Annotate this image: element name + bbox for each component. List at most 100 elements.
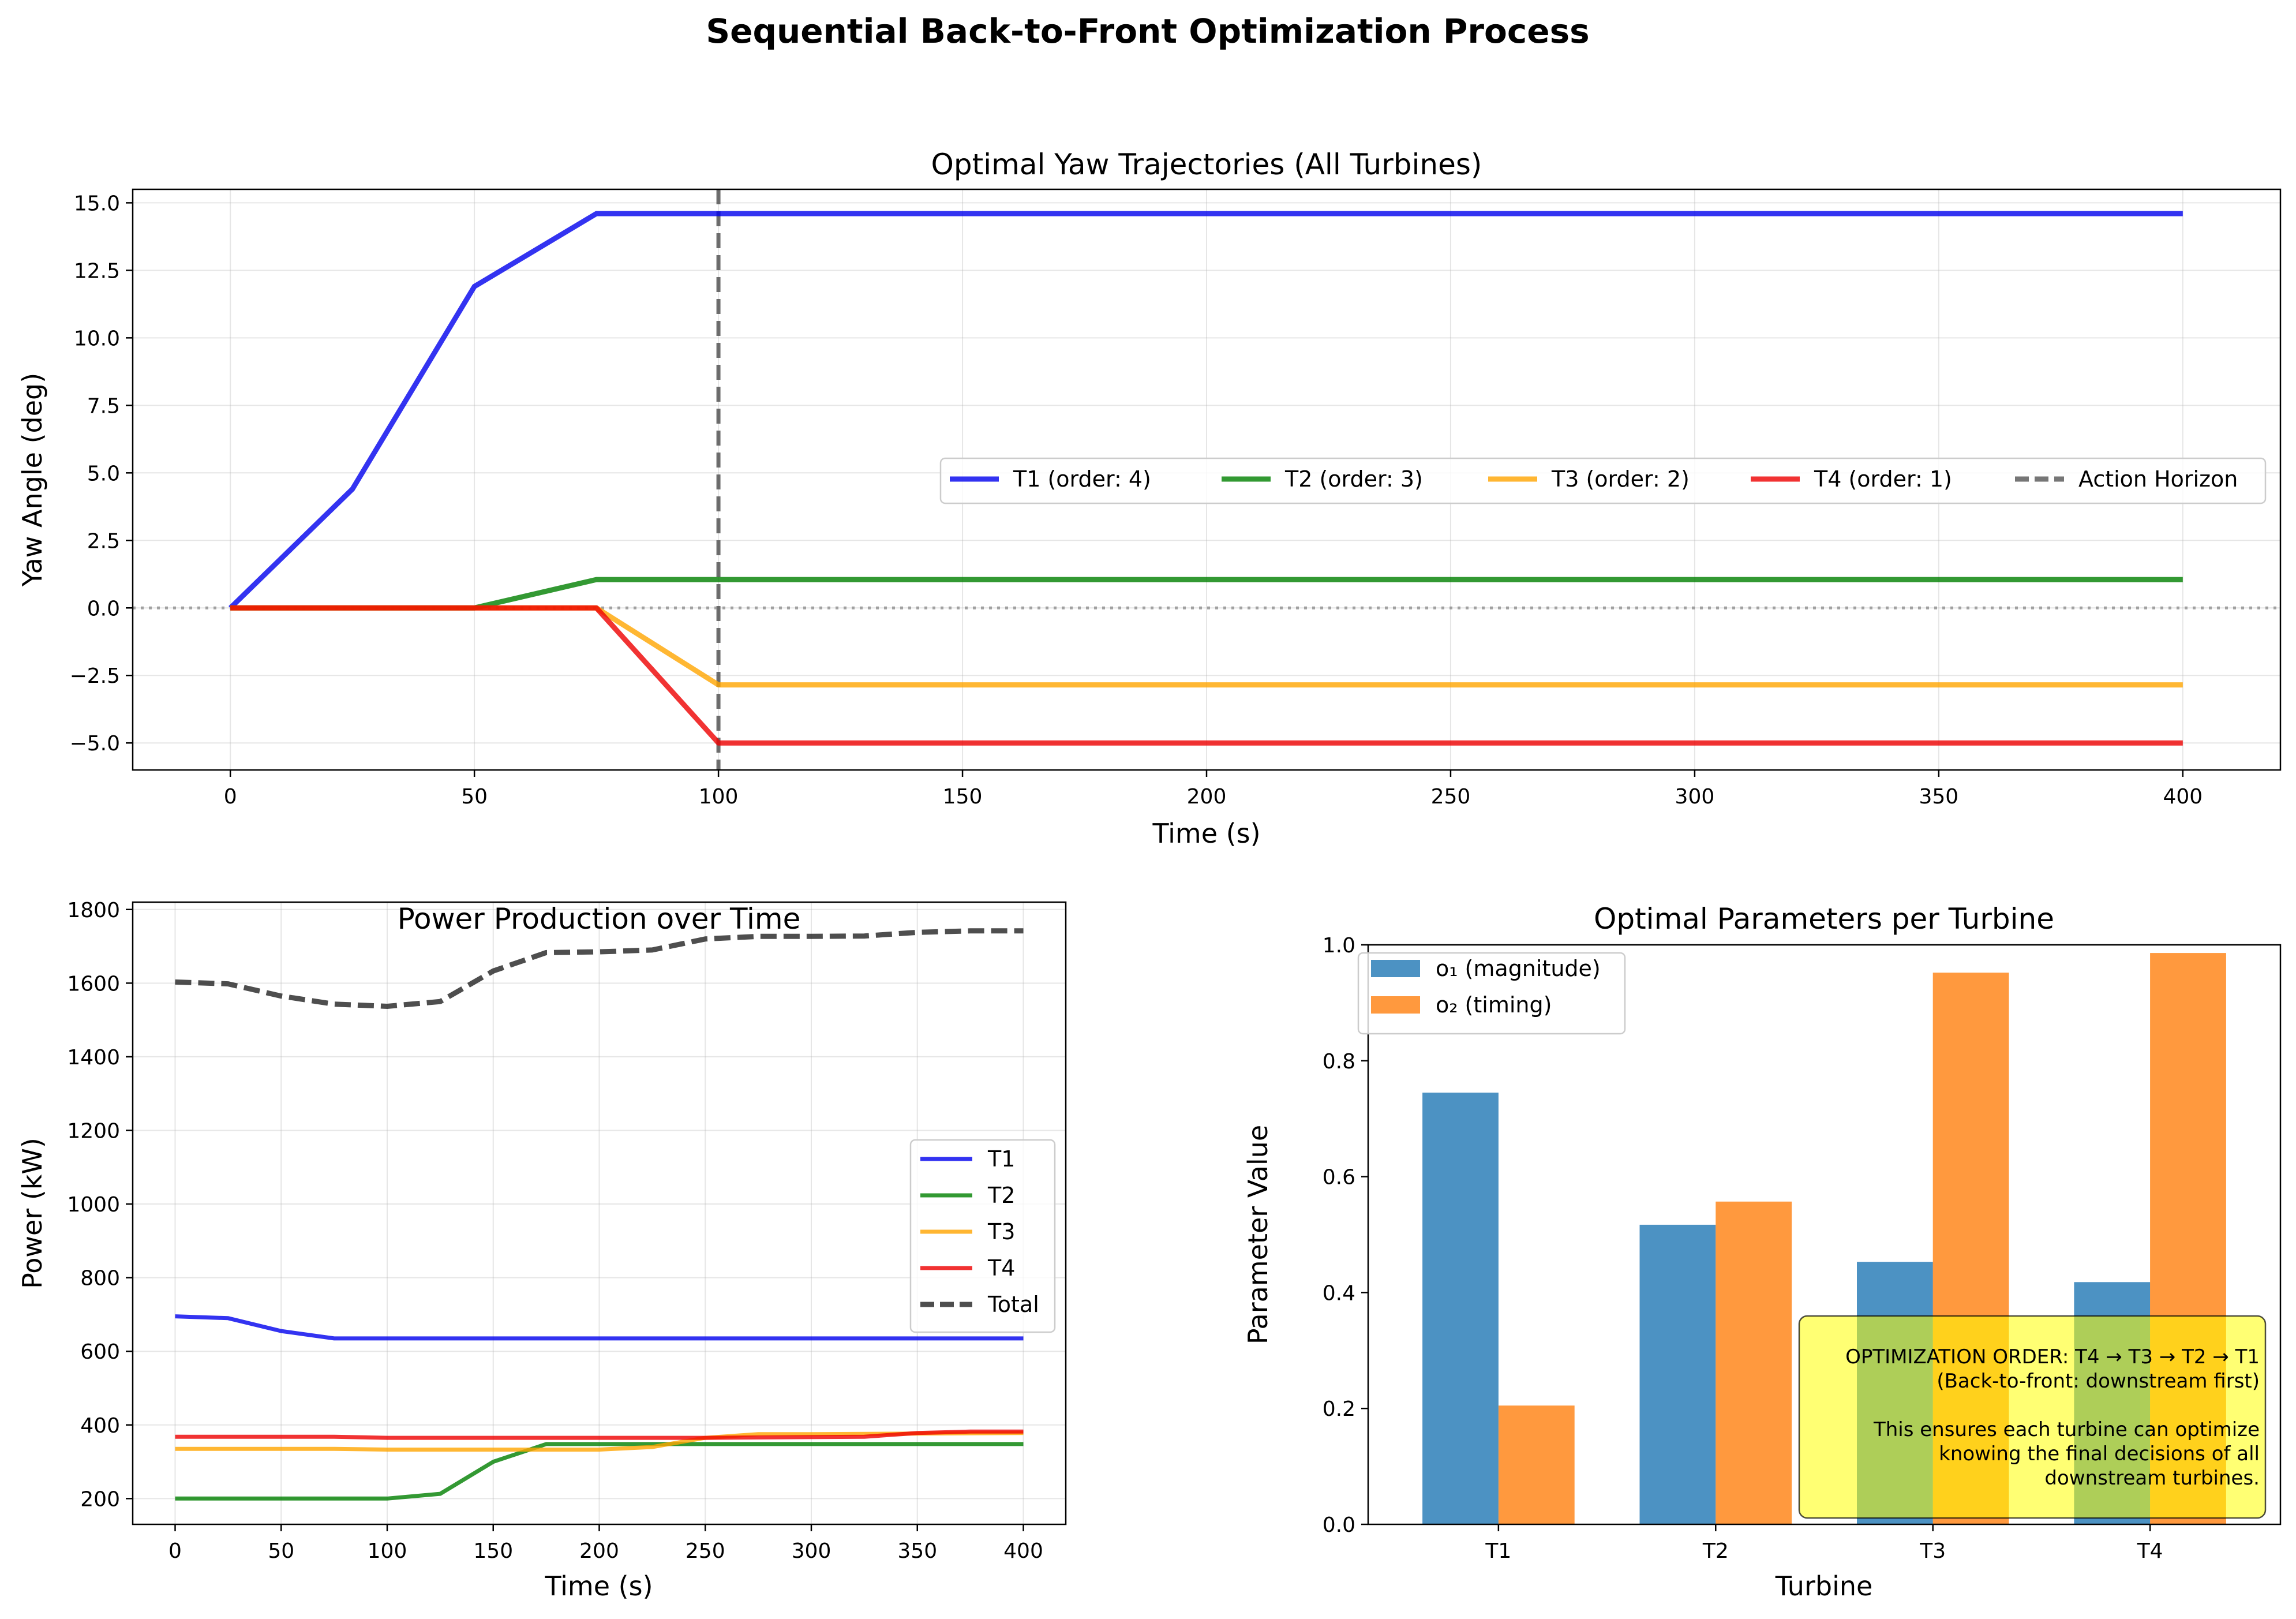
yaw-chart-title: Optimal Yaw Trajectories (All Turbines)	[931, 148, 1482, 181]
x-tick-label: 300	[792, 1539, 831, 1563]
legend-label: T1 (order: 4)	[1013, 466, 1151, 492]
bar-o1-t2	[1639, 1224, 1716, 1524]
params-chart-xlabel: Turbine	[1775, 1571, 1873, 1602]
power-series-t2	[175, 1442, 1024, 1501]
params-chart-frame	[1367, 944, 2282, 1525]
x-tick-label: 300	[1675, 785, 1715, 809]
x-tick-label: T2	[1702, 1539, 1729, 1563]
y-tick-label: 1.0	[1323, 934, 1355, 958]
yaw-series-t4	[230, 605, 2183, 746]
legend-label: T4 (order: 1)	[1814, 466, 1952, 492]
power-chart-ylabel: Power (kW)	[17, 1138, 48, 1289]
legend-label: o₁ (magnitude)	[1436, 956, 1601, 981]
y-tick-label: 1400	[67, 1046, 120, 1070]
legend-label: T2 (order: 3)	[1284, 466, 1423, 492]
legend-swatch	[1371, 996, 1420, 1014]
legend-label: o₂ (timing)	[1436, 992, 1552, 1018]
y-tick-label: 12.5	[74, 259, 120, 283]
params-chart: T1 T2 T3 T4 0.0 0.2 0.4 0.6 0.8 1.0 Optimal Param…	[1242, 902, 2282, 1602]
y-tick-label: 200	[80, 1487, 120, 1511]
params-legend-box	[1357, 952, 1626, 1035]
legend-label: T1	[987, 1146, 1015, 1172]
params-chart-ylabel: Parameter Value	[1242, 1125, 1274, 1344]
power-chart-title: Power Production over Time	[398, 902, 801, 936]
x-tick-label: 250	[1431, 785, 1471, 809]
y-tick-label: 1000	[67, 1193, 120, 1217]
yaw-chart-ticks: 0 50 100 150 200 250 300 350 400 −5.0 −2.5 0.0 2.5 5.…	[70, 192, 2203, 809]
optimization-note-line: OPTIMIZATION ORDER: T4 → T3 → T2 → T1	[1845, 1345, 2260, 1369]
y-tick-label: 0.0	[87, 597, 120, 620]
legend-label: T3	[987, 1219, 1015, 1244]
yaw-chart-xlabel: Time (s)	[1152, 818, 1260, 849]
yaw-chart-series	[229, 211, 2183, 746]
x-tick-label: T1	[1485, 1539, 1511, 1563]
x-tick-label: 200	[1187, 785, 1227, 809]
bar-o1-t1	[1422, 1093, 1499, 1524]
y-tick-label: 0.8	[1323, 1050, 1355, 1074]
x-tick-label: 100	[368, 1539, 407, 1563]
y-tick-label: 5.0	[87, 462, 120, 485]
power-legend-box	[909, 1139, 1056, 1333]
bar-o2-t1	[1498, 1405, 1575, 1524]
x-tick-label: 50	[268, 1539, 294, 1563]
x-tick-label: 50	[461, 785, 488, 809]
x-tick-label: 250	[686, 1539, 725, 1563]
power-chart-ticks: 0 50 100 150 200 250 300 350 400 200 400 600 800 1000…	[67, 899, 1043, 1563]
yaw-chart-ylabel: Yaw Angle (deg)	[17, 373, 48, 587]
params-chart-legend: o₁ (magnitude) o₂ (timing)	[1357, 952, 1626, 1035]
x-tick-label: 400	[2163, 785, 2203, 809]
bar-o2-t2	[1716, 1201, 1792, 1524]
x-tick-label: T4	[2137, 1539, 2163, 1563]
legend-swatch	[1371, 960, 1420, 977]
optimization-note-line: This ensures each turbine can optimize	[1873, 1418, 2260, 1441]
y-tick-label: 0.4	[1323, 1281, 1355, 1305]
y-tick-label: 400	[80, 1414, 120, 1438]
y-tick-label: 2.5	[87, 529, 120, 553]
legend-label: Action Horizon	[2078, 466, 2238, 492]
x-tick-label: 150	[943, 785, 983, 809]
power-series-t4	[175, 1429, 1024, 1440]
optimization-note-line: (Back-to-front: downstream first)	[1937, 1370, 2260, 1393]
power-series-t3	[175, 1431, 1024, 1452]
y-tick-label: 1600	[67, 972, 120, 996]
optimization-note-box	[1798, 1315, 2267, 1519]
optimization-order-note: OPTIMIZATION ORDER: T4 → T3 → T2 → T1(Ba…	[1798, 1315, 2267, 1519]
x-tick-label: 150	[473, 1539, 513, 1563]
yaw-chart: 0 50 100 150 200 250 300 350 400 −5.0 −2.5 0.0 2.5 5.…	[17, 148, 2282, 849]
power-series-total	[175, 928, 1024, 1009]
optimization-note-line: knowing the final decisions of all	[1939, 1442, 2260, 1465]
yaw-legend-box	[939, 457, 2267, 504]
params-chart-ticks: T1 T2 T3 T4 0.0 0.2 0.4 0.6 0.8 1.0	[1323, 934, 2163, 1563]
legend-label: T3 (order: 2)	[1551, 466, 1690, 492]
y-tick-label: 15.0	[74, 192, 120, 215]
x-tick-label: T3	[1919, 1539, 1946, 1563]
y-tick-label: 0.0	[1323, 1513, 1355, 1537]
power-chart-legend: T1 T2 T3 T4 Total	[909, 1139, 1056, 1333]
y-tick-label: 0.6	[1323, 1166, 1355, 1190]
x-tick-label: 0	[168, 1539, 182, 1563]
params-chart-title: Optimal Parameters per Turbine	[1594, 902, 2054, 936]
yaw-chart-legend: T1 (order: 4) T2 (order: 3) T3 (order: 2) T…	[939, 457, 2267, 504]
yaw-series-t1	[229, 211, 2183, 610]
x-tick-label: 350	[1919, 785, 1959, 809]
y-tick-label: 7.5	[87, 394, 120, 418]
y-tick-label: 1800	[67, 899, 120, 922]
figure-title: Sequential Back-to-Front Optimization Pr…	[706, 12, 1589, 51]
x-tick-label: 100	[699, 785, 739, 809]
x-tick-label: 350	[897, 1539, 937, 1563]
power-chart-series	[175, 928, 1024, 1501]
power-series-t1	[175, 1314, 1024, 1341]
x-tick-label: 400	[1003, 1539, 1043, 1563]
y-tick-label: −5.0	[70, 732, 120, 756]
x-tick-label: 0	[224, 785, 237, 809]
power-chart-xlabel: Time (s)	[544, 1571, 653, 1602]
y-tick-label: −2.5	[70, 664, 120, 688]
optimization-note-line: downstream turbines.	[2044, 1467, 2260, 1490]
power-chart: 0 50 100 150 200 250 300 350 400 200 400 600 800 1000…	[17, 899, 1067, 1602]
legend-label: T2	[987, 1183, 1015, 1208]
x-tick-label: 200	[579, 1539, 619, 1563]
y-tick-label: 0.2	[1323, 1397, 1355, 1421]
y-tick-label: 800	[80, 1267, 120, 1291]
y-tick-label: 600	[80, 1340, 120, 1364]
